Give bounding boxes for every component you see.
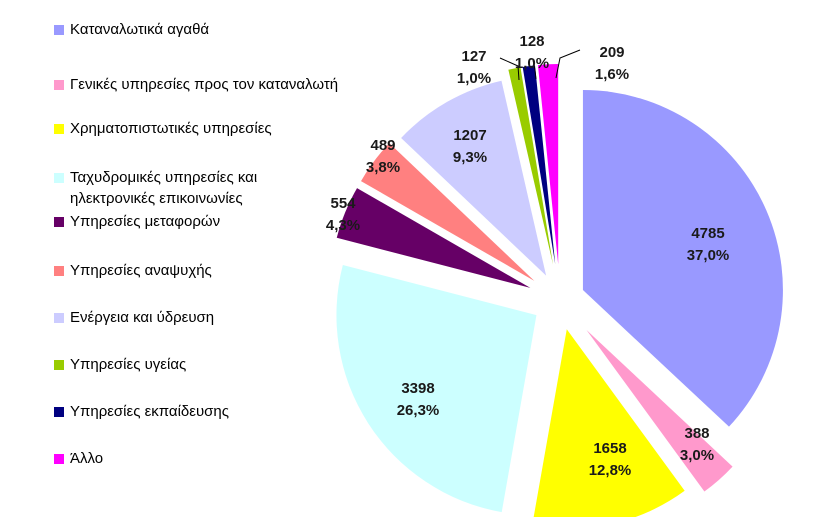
pie-slice	[401, 80, 547, 276]
pie-slice	[586, 329, 733, 492]
data-label-percent: 26,3%	[397, 402, 440, 419]
pie-slice	[336, 265, 537, 513]
pie-slice	[522, 65, 556, 265]
data-label-value: 388	[684, 425, 709, 442]
legend-item: Άλλο	[54, 448, 344, 469]
pie-slice	[533, 329, 685, 517]
data-label-value: 209	[599, 44, 624, 61]
pie-slice	[361, 143, 535, 281]
legend-label: Ταχυδρομικές υπηρεσίες και ηλεκτρονικές …	[70, 169, 258, 207]
legend-label: Υπηρεσίες μεταφορών	[70, 213, 221, 230]
legend-swatch	[54, 80, 64, 90]
legend-label: Υπηρεσίες εκπαίδευσης	[70, 403, 229, 420]
data-label-percent: 4,3%	[326, 217, 360, 234]
legend-item: Ενέργεια και ύδρευση	[54, 307, 344, 328]
data-label-value: 1207	[453, 127, 486, 144]
legend-item: Υπηρεσίες μεταφορών	[54, 211, 344, 232]
legend-item: Γενικές υπηρεσίες προς τον καταναλωτή	[54, 74, 344, 95]
data-label-value: 489	[370, 137, 395, 154]
legend-label: Καταναλωτικά αγαθά	[70, 21, 210, 38]
legend-label: Υπηρεσίες υγείας	[70, 356, 187, 373]
data-label-value: 128	[519, 33, 544, 50]
data-label-value: 3398	[401, 380, 434, 397]
legend-swatch	[54, 454, 64, 464]
data-label-percent: 3,0%	[680, 447, 714, 464]
pie-slice	[336, 188, 531, 288]
legend-swatch	[54, 313, 64, 323]
data-label-percent: 1,0%	[457, 70, 491, 87]
legend-label: Χρηματοπιστωτικές υπηρεσίες	[70, 120, 272, 137]
data-label-value: 554	[330, 195, 356, 212]
leader-line	[555, 49, 581, 79]
pie-slice	[582, 90, 783, 427]
legend-swatch	[54, 360, 64, 370]
legend-label: Ενέργεια και ύδρευση	[70, 309, 215, 326]
legend-label: Γενικές υπηρεσίες προς τον καταναλωτή	[70, 76, 339, 93]
legend-swatch	[54, 173, 64, 183]
pie-slice	[537, 64, 559, 265]
legend-swatch	[54, 217, 64, 227]
data-label-percent: 37,0%	[687, 247, 730, 264]
leader-line	[499, 57, 520, 81]
legend-swatch	[54, 407, 64, 417]
data-label-percent: 9,3%	[453, 149, 487, 166]
legend-label: Άλλο	[70, 450, 104, 467]
legend-swatch	[54, 124, 64, 134]
data-label-percent: 1,6%	[595, 66, 629, 83]
data-label-value: 1658	[593, 440, 626, 457]
data-label-value: 4785	[691, 225, 724, 242]
data-label-percent: 12,8%	[589, 462, 632, 479]
legend-item: Υπηρεσίες αναψυχής	[54, 260, 344, 281]
leader-line	[532, 59, 537, 80]
data-label-percent: 3,8%	[366, 159, 400, 176]
legend-swatch	[54, 25, 64, 35]
legend-swatch	[54, 266, 64, 276]
legend-item: Ταχυδρομικές υπηρεσίες και ηλεκτρονικές …	[54, 167, 344, 209]
legend-label: Υπηρεσίες αναψυχής	[70, 262, 212, 279]
legend-item: Υπηρεσίες εκπαίδευσης	[54, 401, 344, 422]
legend-item: Καταναλωτικά αγαθά	[54, 19, 344, 40]
legend-item: Υπηρεσίες υγείας	[54, 354, 344, 375]
legend-item: Χρηματοπιστωτικές υπηρεσίες	[54, 118, 344, 139]
data-label-percent: 1,0%	[515, 55, 549, 72]
pie-slice	[508, 67, 554, 265]
data-label-value: 127	[461, 48, 486, 65]
